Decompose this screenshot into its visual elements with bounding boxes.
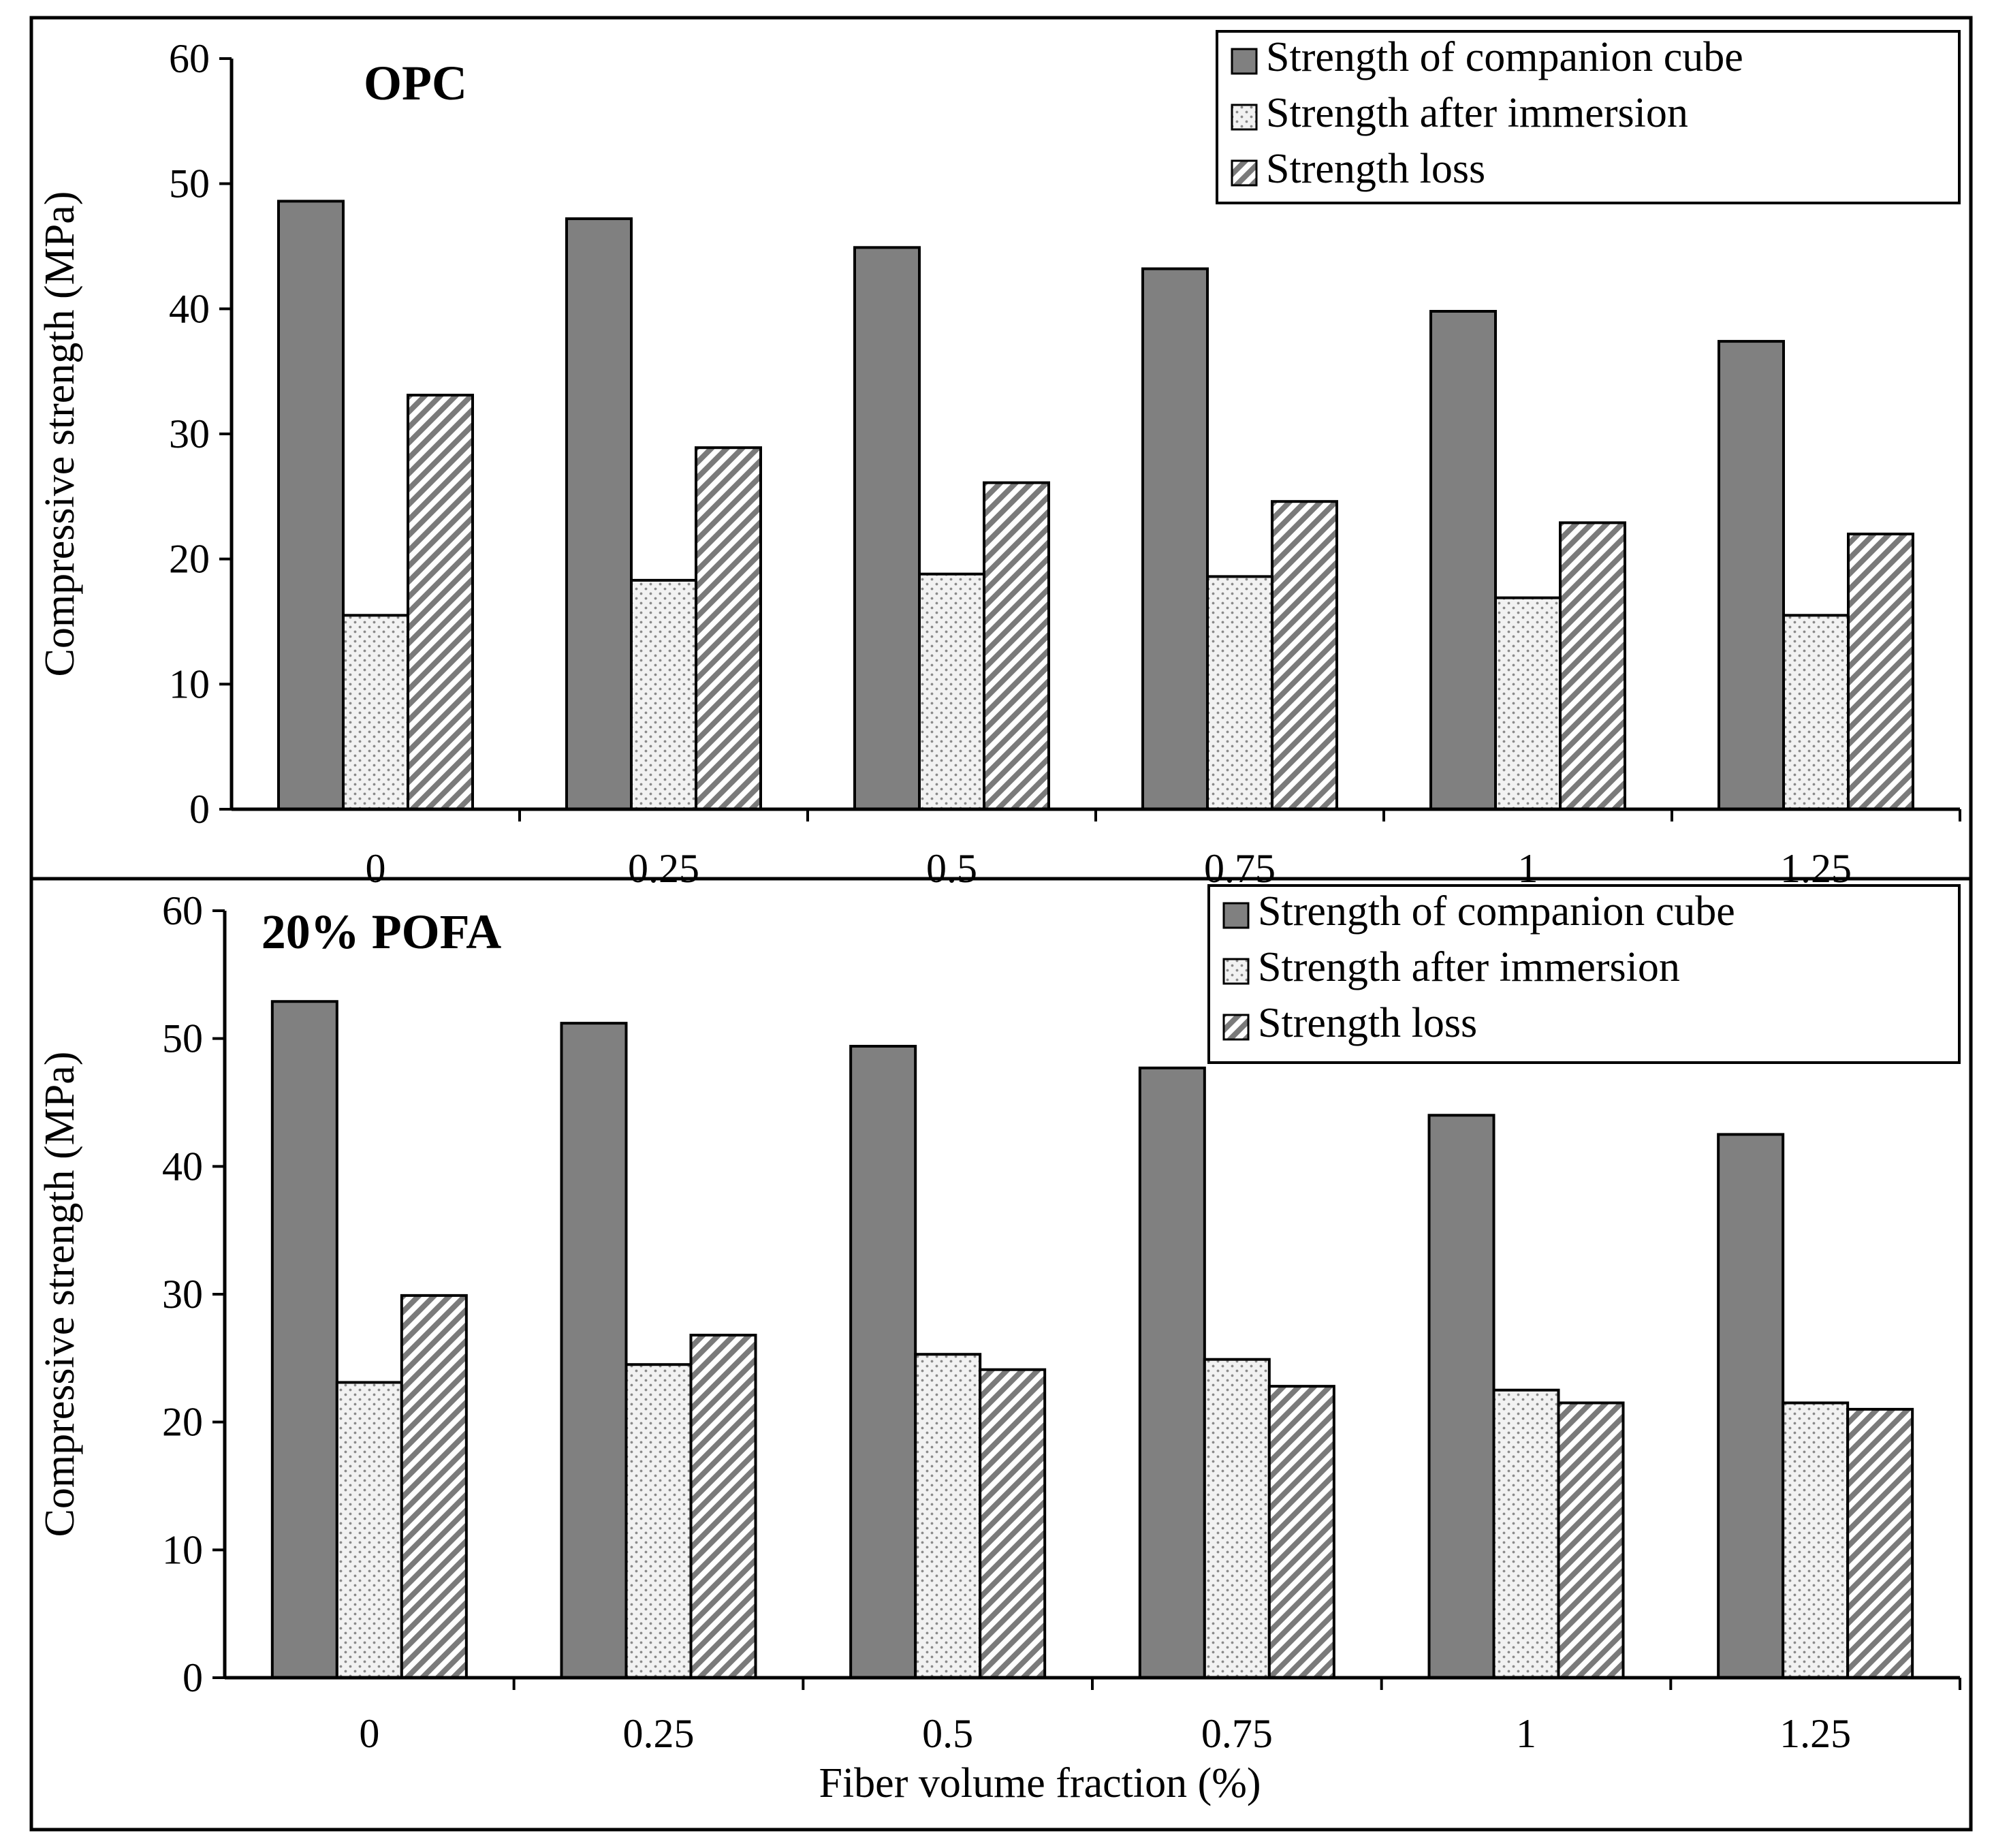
bar-companion bbox=[1141, 267, 1209, 811]
bar-immersion bbox=[1494, 596, 1562, 811]
x-tick-label: 0.75 bbox=[1201, 1711, 1273, 1756]
legend: Strength of companion cube Strength after… bbox=[1216, 30, 1961, 204]
legend-label-loss: Strength loss bbox=[1258, 1000, 1477, 1046]
bar-companion bbox=[270, 1000, 338, 1679]
bar-loss bbox=[983, 481, 1050, 811]
bar-companion bbox=[849, 1044, 917, 1679]
bar-immersion bbox=[1206, 575, 1273, 811]
bar-companion bbox=[1718, 340, 1785, 811]
x-tick-label: 1.25 bbox=[1779, 1711, 1851, 1756]
bar-immersion bbox=[1782, 614, 1850, 811]
x-tick-label: 0.75 bbox=[1204, 846, 1276, 891]
x-tick-label: 1 bbox=[1516, 1711, 1536, 1756]
legend-swatch-companion bbox=[1222, 902, 1250, 929]
x-tick-label: 0.25 bbox=[623, 1711, 695, 1756]
legend-label-immersion: Strength after immersion bbox=[1258, 944, 1680, 990]
y-tick-label: 30 bbox=[169, 411, 210, 456]
bar-immersion bbox=[918, 572, 985, 811]
y-axis-title: Compressive strength (MPa) bbox=[37, 1052, 83, 1537]
y-tick-label: 50 bbox=[169, 161, 210, 206]
x-tick-label: 1.25 bbox=[1780, 846, 1852, 891]
bar-companion bbox=[1429, 310, 1497, 811]
legend-label-loss: Strength loss bbox=[1266, 146, 1485, 192]
bar-loss bbox=[695, 446, 762, 811]
bar-immersion bbox=[1492, 1388, 1560, 1679]
legend-swatch-companion bbox=[1231, 48, 1258, 75]
bar-loss bbox=[689, 1334, 757, 1679]
y-tick-label: 10 bbox=[162, 1527, 203, 1572]
bar-immersion bbox=[335, 1381, 403, 1679]
bar-immersion bbox=[624, 1363, 693, 1679]
bar-immersion bbox=[1203, 1358, 1271, 1679]
bar-loss bbox=[979, 1368, 1047, 1680]
bar-companion bbox=[565, 217, 633, 811]
legend-label-companion: Strength of companion cube bbox=[1266, 34, 1743, 80]
bar-loss bbox=[1559, 521, 1626, 811]
legend: Strength of companion cube Strength after… bbox=[1207, 884, 1961, 1064]
bar-immersion bbox=[914, 1353, 982, 1680]
bar-loss bbox=[1271, 500, 1338, 811]
y-tick-label: 20 bbox=[162, 1400, 203, 1445]
y-tick-label: 0 bbox=[189, 787, 210, 832]
x-tick-label: 1 bbox=[1518, 846, 1538, 891]
legend-box bbox=[1207, 884, 1961, 1064]
y-tick-label: 0 bbox=[183, 1655, 203, 1700]
bar-companion bbox=[1138, 1066, 1206, 1679]
bar-immersion bbox=[1782, 1401, 1850, 1679]
legend-label-companion: Strength of companion cube bbox=[1258, 888, 1735, 935]
x-tick-label: 0 bbox=[359, 1711, 379, 1756]
bar-immersion bbox=[630, 578, 697, 811]
bar-immersion bbox=[342, 614, 409, 811]
x-tick-label: 0.5 bbox=[926, 846, 977, 891]
bar-companion bbox=[560, 1022, 628, 1679]
panel-title: 20% POFA bbox=[262, 905, 502, 959]
legend-swatch-immersion bbox=[1231, 104, 1258, 131]
y-axis-title: Compressive strength (MPa) bbox=[37, 191, 83, 677]
x-tick-label: 0.25 bbox=[628, 846, 699, 891]
y-tick-label: 40 bbox=[162, 1144, 203, 1189]
y-tick-label: 50 bbox=[162, 1016, 203, 1061]
x-tick-label: 0.5 bbox=[922, 1711, 973, 1756]
y-tick-label: 20 bbox=[169, 537, 210, 582]
panel-frame-pofa bbox=[29, 877, 1973, 1832]
y-tick-label: 60 bbox=[169, 36, 210, 81]
bar-loss bbox=[1847, 532, 1914, 811]
legend-swatch-immersion bbox=[1222, 958, 1250, 985]
bar-companion bbox=[853, 246, 921, 811]
x-tick-label: 0 bbox=[366, 846, 386, 891]
legend-label-immersion: Strength after immersion bbox=[1266, 90, 1688, 136]
legend-swatch-loss bbox=[1231, 159, 1258, 187]
bar-loss bbox=[400, 1294, 468, 1680]
y-tick-label: 10 bbox=[169, 661, 210, 706]
bar-companion bbox=[1427, 1114, 1496, 1680]
bar-companion bbox=[1717, 1133, 1785, 1679]
y-tick-label: 60 bbox=[162, 888, 203, 933]
bar-loss bbox=[407, 394, 474, 811]
bar-loss bbox=[1557, 1401, 1625, 1679]
legend-box bbox=[1216, 30, 1961, 204]
y-tick-label: 30 bbox=[162, 1272, 203, 1317]
bar-loss bbox=[1267, 1385, 1335, 1679]
bar-companion bbox=[277, 200, 345, 811]
bar-loss bbox=[1846, 1407, 1914, 1679]
legend-swatch-loss bbox=[1222, 1014, 1250, 1041]
x-axis-title: Fiber volume fraction (%) bbox=[819, 1760, 1261, 1806]
y-tick-label: 40 bbox=[169, 286, 210, 331]
panel-title: OPC bbox=[364, 56, 467, 110]
